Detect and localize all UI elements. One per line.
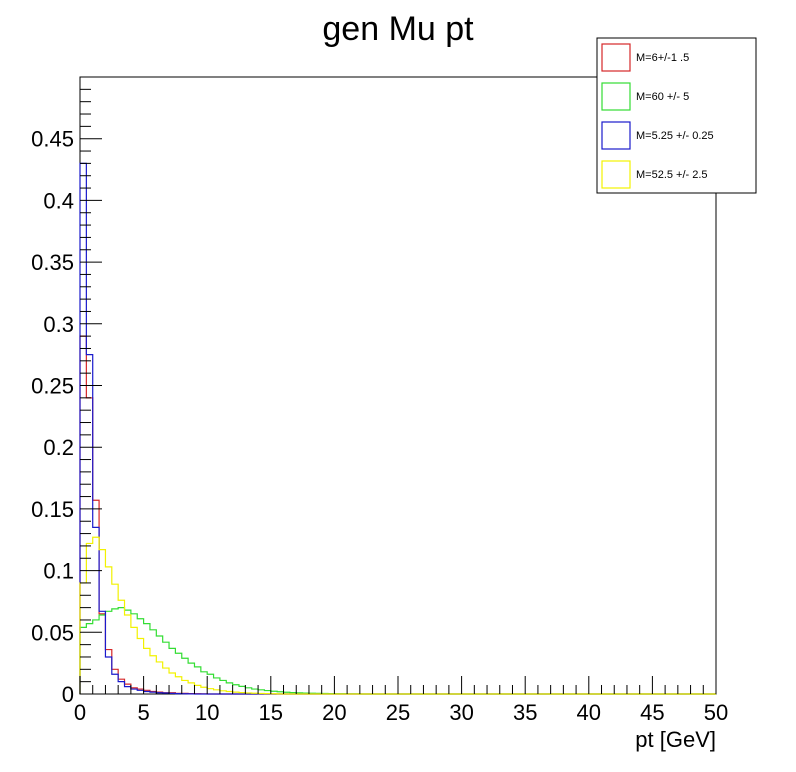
series-line-3: [79, 536, 716, 695]
x-tick-label: 10: [195, 700, 219, 725]
y-tick-label: 0.15: [31, 497, 74, 522]
series-line-0: [79, 335, 716, 695]
legend: M=6+/-1 .5 M=60 +/- 5 M=5.25 +/- 0.25 M=52.…: [596, 37, 757, 194]
legend-swatch: [601, 82, 631, 111]
x-tick-label: 15: [259, 700, 283, 725]
y-tick-label: 0: [62, 682, 74, 707]
y-tick-label: 0.45: [31, 127, 74, 152]
x-tick-label: 50: [704, 700, 728, 725]
x-axis-label: pt [GeV]: [635, 727, 716, 752]
y-tick-label: 0.05: [31, 620, 74, 645]
y-tick-label: 0.4: [43, 188, 74, 213]
legend-swatch: [601, 43, 631, 72]
legend-swatch: [601, 160, 631, 189]
y-tick-label: 0.35: [31, 250, 74, 275]
series-line-2: [79, 162, 716, 695]
legend-label: M=60 +/- 5: [636, 91, 689, 103]
y-tick-label: 0.1: [43, 559, 74, 584]
x-tick-label: 35: [513, 700, 537, 725]
legend-label: M=52.5 +/- 2.5: [636, 169, 708, 181]
y-tick-label: 0.3: [43, 312, 74, 337]
legend-swatch: [601, 121, 631, 150]
y-tick-label: 0.25: [31, 374, 74, 399]
x-tick-label: 0: [74, 700, 86, 725]
x-tick-label: 20: [322, 700, 346, 725]
chart-title: gen Mu pt: [322, 10, 474, 48]
series-layer: [79, 162, 716, 695]
x-tick-label: 25: [386, 700, 410, 725]
x-tick-label: 40: [577, 700, 601, 725]
legend-label: M=5.25 +/- 0.25: [636, 130, 714, 142]
x-axis: 0 5 10 15 20 25 30 35 40 45 50: [74, 676, 728, 725]
x-tick-label: 45: [640, 700, 664, 725]
legend-label: M=6+/-1 .5: [636, 52, 689, 64]
y-tick-label: 0.2: [43, 435, 74, 460]
x-tick-label: 5: [137, 700, 149, 725]
x-tick-label: 30: [449, 700, 473, 725]
y-axis: 0 0.05 0.1 0.15 0.2 0.25 0.3 0.35 0.4 0.45: [31, 76, 102, 707]
legend-box: [596, 37, 757, 194]
